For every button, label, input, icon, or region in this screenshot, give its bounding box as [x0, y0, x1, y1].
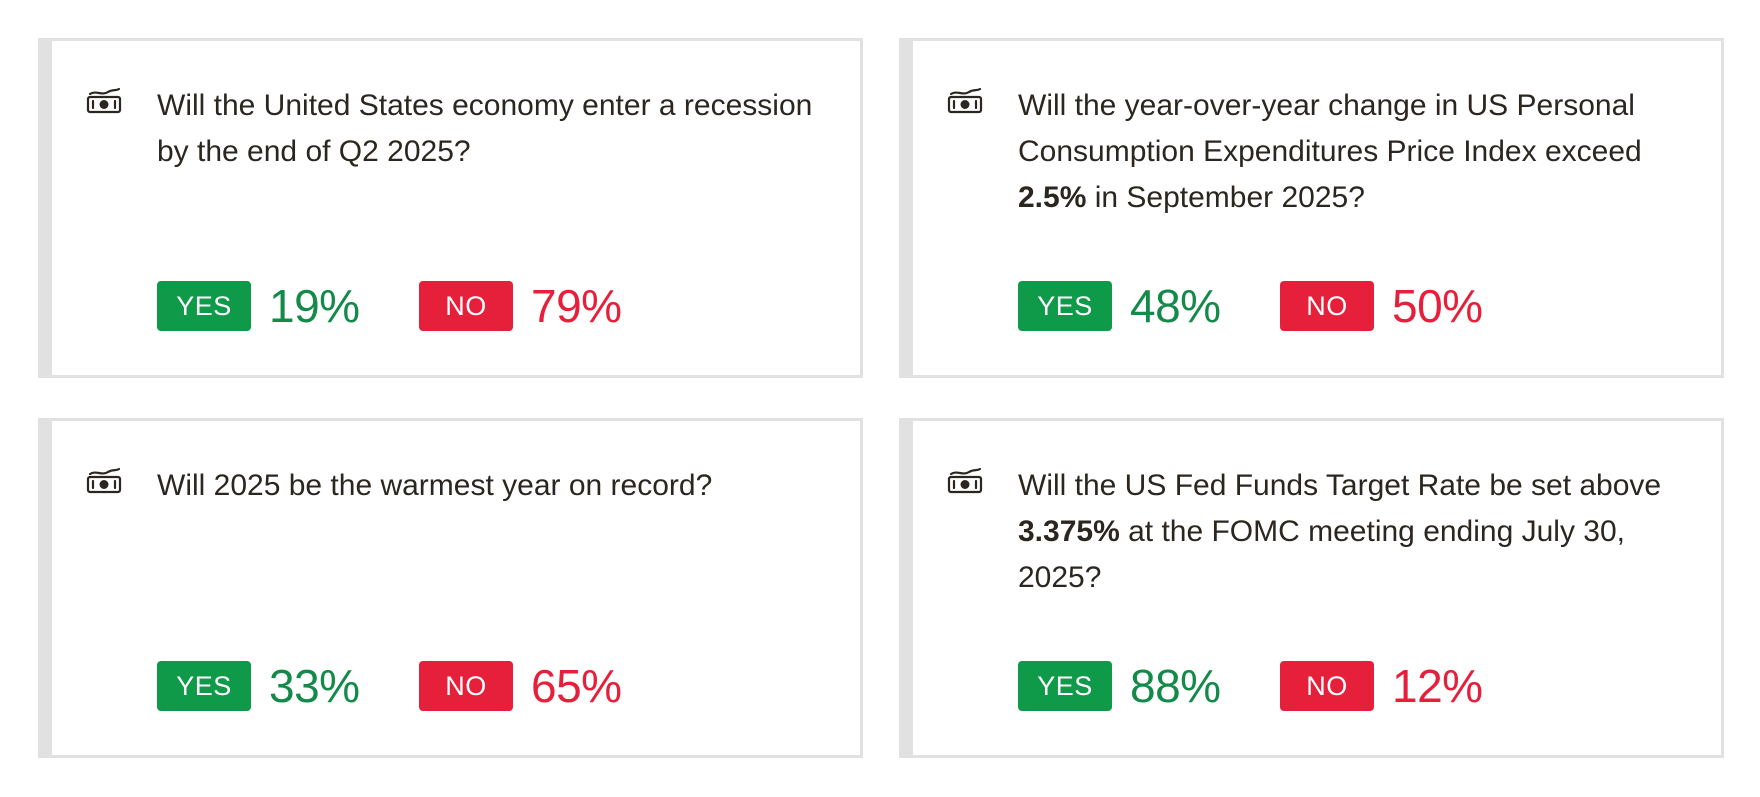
odds-row: YES 19% NO 79% — [157, 281, 622, 331]
odds-row: YES 88% NO 12% — [1018, 661, 1483, 711]
no-side[interactable]: NO 12% — [1280, 661, 1483, 711]
yes-button[interactable]: YES — [1018, 281, 1112, 331]
yes-button[interactable]: YES — [157, 281, 251, 331]
yes-button[interactable]: YES — [157, 661, 251, 711]
no-button[interactable]: NO — [1280, 281, 1374, 331]
yes-percentage: 48% — [1130, 280, 1221, 332]
yes-percentage: 19% — [269, 280, 360, 332]
market-card[interactable]: Will 2025 be the warmest year on record?… — [38, 418, 863, 758]
no-side[interactable]: NO 65% — [419, 661, 622, 711]
no-percentage: 50% — [1392, 280, 1483, 332]
no-button[interactable]: NO — [419, 281, 513, 331]
cash-icon — [947, 85, 983, 115]
market-card[interactable]: Will the United States economy enter a r… — [38, 38, 863, 378]
cash-icon — [86, 85, 122, 115]
market-card[interactable]: Will the year-over-year change in US Per… — [899, 38, 1724, 378]
no-percentage: 12% — [1392, 660, 1483, 712]
no-side[interactable]: NO 50% — [1280, 281, 1483, 331]
yes-percentage: 33% — [269, 660, 360, 712]
market-question: Will 2025 be the warmest year on record? — [157, 469, 713, 502]
cash-icon — [947, 465, 983, 495]
yes-side[interactable]: YES 88% — [1018, 661, 1221, 711]
yes-side[interactable]: YES 33% — [157, 661, 360, 711]
no-percentage: 79% — [531, 280, 622, 332]
no-button[interactable]: NO — [419, 661, 513, 711]
yes-button[interactable]: YES — [1018, 661, 1112, 711]
yes-side[interactable]: YES 48% — [1018, 281, 1221, 331]
odds-row: YES 33% NO 65% — [157, 661, 622, 711]
market-question: Will the US Fed Funds Target Rate be set… — [1018, 469, 1662, 594]
yes-side[interactable]: YES 19% — [157, 281, 360, 331]
no-button[interactable]: NO — [1280, 661, 1374, 711]
cash-icon — [86, 465, 122, 495]
yes-percentage: 88% — [1130, 660, 1221, 712]
market-grid: Will the United States economy enter a r… — [38, 38, 1724, 758]
market-card[interactable]: Will the US Fed Funds Target Rate be set… — [899, 418, 1724, 758]
market-question: Will the year-over-year change in US Per… — [1018, 89, 1642, 214]
no-percentage: 65% — [531, 660, 622, 712]
odds-row: YES 48% NO 50% — [1018, 281, 1483, 331]
no-side[interactable]: NO 79% — [419, 281, 622, 331]
market-question: Will the United States economy enter a r… — [157, 89, 813, 168]
